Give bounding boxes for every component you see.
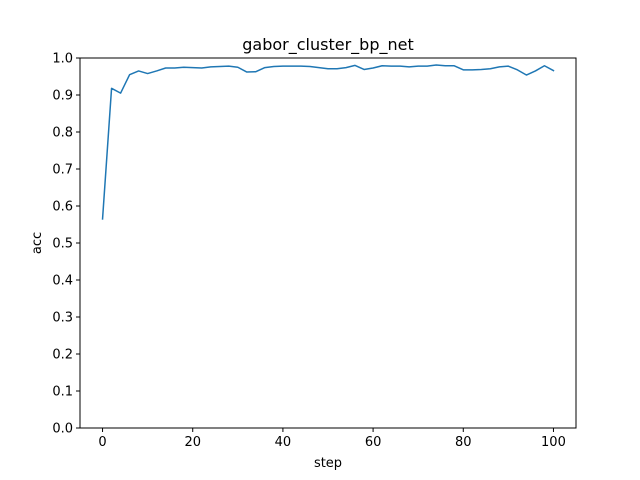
x-tick-label: 80: [455, 435, 472, 450]
y-tick-label: 0.7: [52, 163, 73, 178]
x-tick-label: 40: [275, 435, 292, 450]
y-tick-label: 0.4: [52, 274, 73, 289]
y-axis-label: acc: [30, 232, 45, 254]
series-line-acc: [101, 64, 555, 220]
x-tick-label: 100: [541, 435, 566, 450]
y-tick-label: 0.3: [52, 311, 73, 326]
chart-title: gabor_cluster_bp_net: [242, 35, 413, 55]
x-tick-label: 0: [98, 435, 106, 450]
y-tick-label: 0.6: [52, 200, 73, 215]
y-tick-label: 0.1: [52, 385, 73, 400]
y-tick-label: 0.9: [52, 89, 73, 104]
y-tick-label: 0.0: [52, 422, 73, 437]
y-tick-label: 0.8: [52, 126, 73, 141]
y-tick-label: 0.2: [52, 348, 73, 363]
series-layer: [101, 64, 555, 220]
x-axis-ticks: 0 20 40 60 80 100: [98, 428, 566, 450]
x-axis-label: step: [314, 456, 342, 471]
x-tick-label: 20: [184, 435, 201, 450]
y-tick-label: 1.0: [52, 52, 73, 67]
x-tick-label: 60: [365, 435, 382, 450]
y-tick-label: 0.5: [52, 237, 73, 252]
y-axis-ticks: 0.0 0.1 0.2 0.3 0.4 0.5 0.6 0.7 0.8 0.9 1.0: [52, 52, 80, 437]
